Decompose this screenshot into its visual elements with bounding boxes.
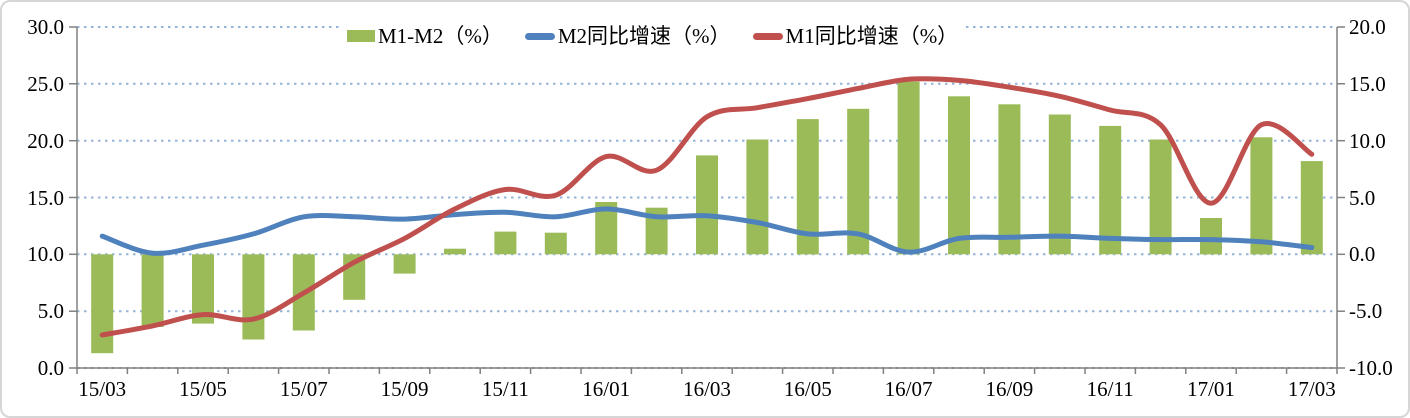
line-m2-growth	[99, 206, 1315, 256]
x-axis-tick-label: 15/03	[78, 377, 127, 401]
x-axis-tick-label: 15/05	[179, 377, 227, 401]
bar-m1-m2-diff	[897, 81, 920, 255]
legend-line-swatch-icon	[752, 32, 783, 40]
bar-m1-m2-diff	[141, 254, 164, 327]
legend-item-m2-growth: M2同比增速（%）	[524, 21, 731, 51]
x-axis-tick-label: 16/03	[683, 377, 731, 401]
bar-m1-m2-diff	[595, 202, 618, 255]
left-axis-tick-label: 0.0	[37, 356, 64, 380]
bar-m1-m2-diff	[1300, 161, 1323, 255]
legend-label-m2-growth: M2同比增速（%）	[557, 24, 731, 48]
bar-m1-m2-diff	[393, 254, 416, 274]
left-axis-tick-label: 25.0	[27, 71, 64, 96]
bar-m1-m2-diff	[444, 248, 466, 255]
bar-m1-m2-diff	[242, 254, 265, 340]
bar-m1-m2-diff	[91, 254, 114, 354]
x-axis-tick-label: 16/07	[884, 377, 933, 401]
right-axis-tick-label: 15.0	[1349, 71, 1386, 96]
right-axis-tick-label: 5.0	[1349, 185, 1376, 210]
x-axis-tick-label: 15/11	[481, 377, 529, 401]
bar-m1-m2-diff	[948, 96, 970, 255]
bar-m1-m2-diff	[998, 104, 1021, 255]
legend-item-m1-growth: M1同比增速（%）	[752, 21, 959, 51]
bar-m1-m2-diff	[1149, 139, 1172, 255]
left-axis-tick-label: 30.0	[27, 15, 64, 39]
left-axis-tick-label: 20.0	[27, 128, 64, 153]
right-axis-tick-label: 0.0	[1349, 242, 1376, 267]
x-axis-tick-label: 16/11	[1086, 377, 1134, 401]
bar-m1-m2-diff	[192, 254, 214, 324]
bar-m1-m2-diff	[1099, 125, 1122, 255]
left-axis-tick-label: 5.0	[37, 299, 64, 324]
bar-m1-m2-diff	[746, 139, 769, 255]
x-axis-tick-label: 17/03	[1287, 377, 1336, 401]
legend-label-m1-growth: M1同比增速（%）	[785, 24, 959, 48]
x-axis-tick-label: 16/01	[582, 377, 631, 401]
left-axis-tick-label: 15.0	[27, 185, 64, 210]
bar-m1-m2-diff	[696, 155, 718, 255]
x-axis-tick-label: 16/09	[985, 377, 1034, 401]
right-axis-tick-label: 10.0	[1349, 128, 1386, 153]
line-m1-growth	[99, 76, 1315, 338]
x-axis-tick-label: 15/07	[279, 377, 328, 401]
bar-m1-m2-diff	[847, 108, 870, 255]
bar-m1-m2-diff	[1200, 218, 1222, 255]
bar-m1-m2-diff	[1048, 114, 1071, 255]
x-axis-tick-label: 15/09	[380, 377, 429, 401]
right-axis-tick-label: 20.0	[1349, 15, 1386, 39]
bar-m1-m2-diff	[796, 119, 819, 255]
bar-m1-m2-diff	[494, 231, 517, 255]
legend-line-swatch-icon	[524, 32, 555, 40]
left-axis-tick-label: 10.0	[27, 242, 64, 267]
x-axis-tick-label: 17/01	[1187, 377, 1235, 401]
legend-label-m1-m2-diff: M1-M2（%）	[378, 24, 503, 48]
bar-m1-m2-diff	[544, 232, 567, 255]
chart-legend: M1-M2（%） M2同比增速（%） M1同比增速（%）	[339, 21, 967, 51]
x-axis-tick-label: 16/05	[783, 377, 832, 401]
legend-item-m1-m2-diff: M1-M2（%）	[347, 21, 503, 51]
right-axis-tick-label: -10.0	[1349, 356, 1393, 380]
legend-bar-swatch-icon	[347, 30, 375, 42]
bar-m1-m2-diff	[1250, 137, 1273, 255]
right-axis-tick-label: -5.0	[1349, 299, 1383, 324]
